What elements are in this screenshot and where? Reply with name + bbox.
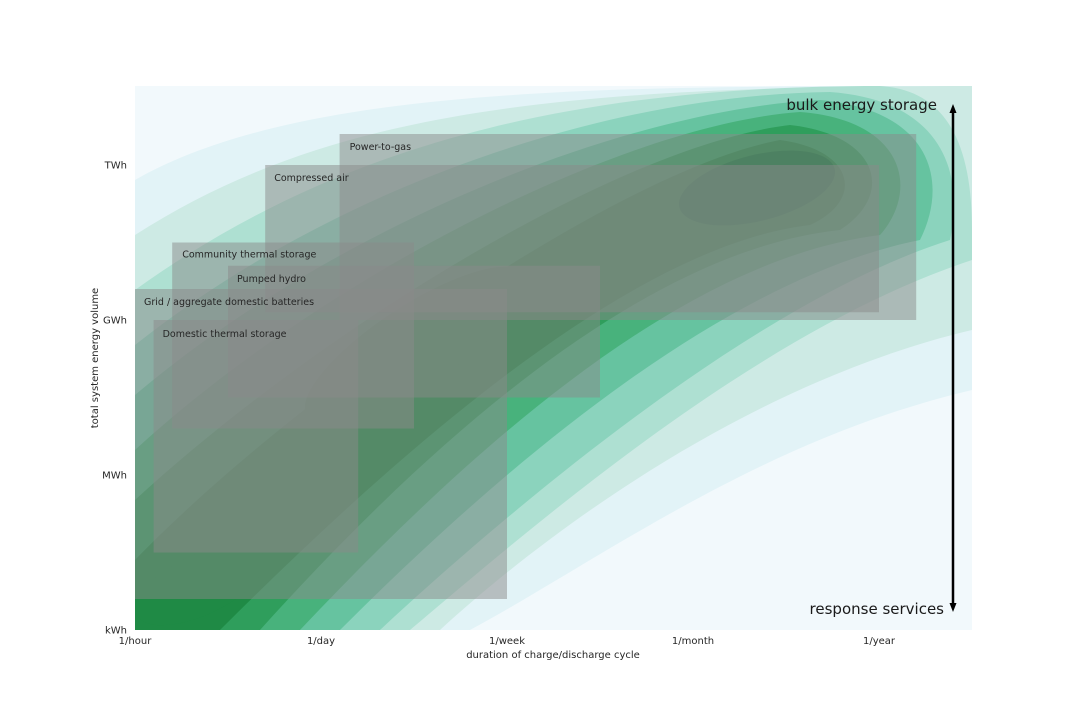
tech-label-community-thermal-storage: Community thermal storage xyxy=(182,250,316,261)
technology-boxes: Power-to-gas Compressed air Community ther… xyxy=(135,134,917,599)
tech-box-domestic-thermal-storage xyxy=(153,320,359,553)
y-tick-label: GWh xyxy=(103,316,127,327)
y-tick-label: kWh xyxy=(105,626,127,637)
arrow-head-down xyxy=(949,603,957,612)
x-tick-label: 1/hour xyxy=(119,636,153,647)
tech-label-compressed-air: Compressed air xyxy=(274,173,349,184)
x-tick-label: 1/week xyxy=(489,636,525,647)
tech-label-grid-aggregate-domestic-batteries: Grid / aggregate domestic batteries xyxy=(144,297,314,308)
annotation-response-services: response services xyxy=(810,600,945,618)
y-axis-title: total system energy volume xyxy=(90,288,101,428)
x-tick-label: 1/day xyxy=(307,636,335,647)
x-tick-label: 1/month xyxy=(672,636,714,647)
tech-label-pumped-hydro: Pumped hydro xyxy=(237,274,306,285)
tech-label-domestic-thermal-storage: Domestic thermal storage xyxy=(163,329,287,340)
y-tick-label: MWh xyxy=(102,471,127,482)
x-axis-title: duration of charge/discharge cycle xyxy=(466,650,640,661)
y-axis-ticks: kWh MWh GWh TWh xyxy=(102,161,127,637)
x-tick-label: 1/year xyxy=(863,636,896,647)
arrow-head-up xyxy=(949,104,957,113)
tech-label-power-to-gas: Power-to-gas xyxy=(350,142,412,153)
y-tick-label: TWh xyxy=(104,161,127,172)
x-axis-ticks: 1/hour 1/day 1/week 1/month 1/year xyxy=(119,636,896,647)
annotation-bulk-energy-storage: bulk energy storage xyxy=(786,96,937,114)
range-arrow xyxy=(949,104,957,612)
